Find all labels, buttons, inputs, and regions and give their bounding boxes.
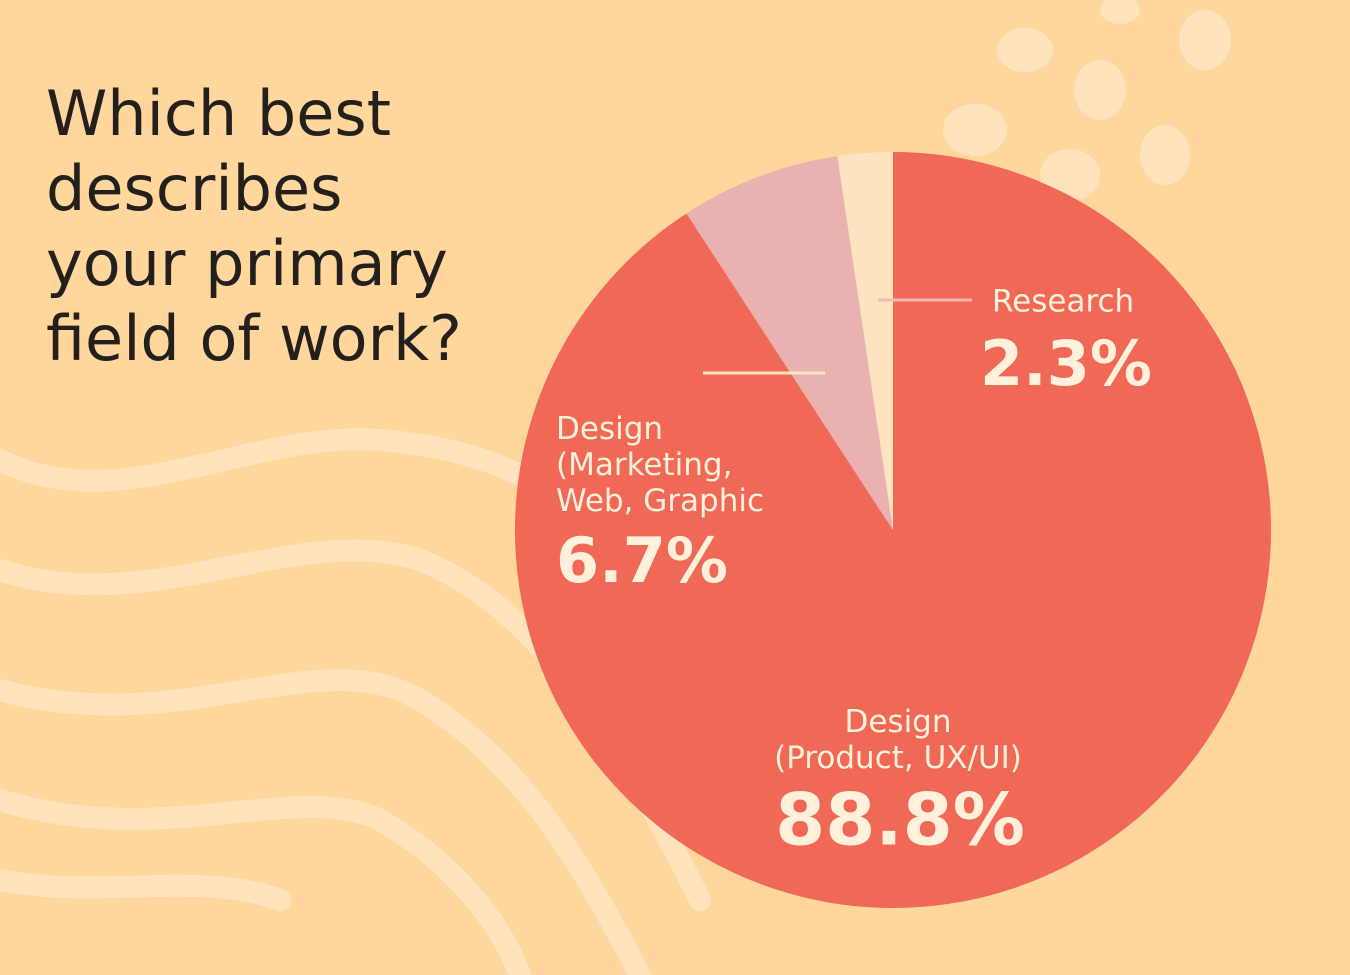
value-label: 88.8% — [775, 778, 1025, 862]
labels: Design (Product, UX/UI)88.8% Design (Market… — [556, 284, 1152, 862]
pie-slice — [686, 156, 893, 530]
slice-label: Design (Product, UX/UI) — [774, 704, 1022, 776]
decoration — [0, 428, 711, 975]
value-label: 6.7% — [556, 524, 728, 597]
slice-label: Research — [992, 284, 1134, 320]
chart-title: Which best describes your primary field of … — [46, 77, 462, 375]
pie — [514, 152, 1271, 908]
decoration — [943, 0, 1231, 201]
pie-slice — [837, 152, 893, 530]
value-label: 2.3% — [980, 327, 1152, 400]
slice-label: Design (Marketing, Web, Graphic — [556, 411, 764, 519]
